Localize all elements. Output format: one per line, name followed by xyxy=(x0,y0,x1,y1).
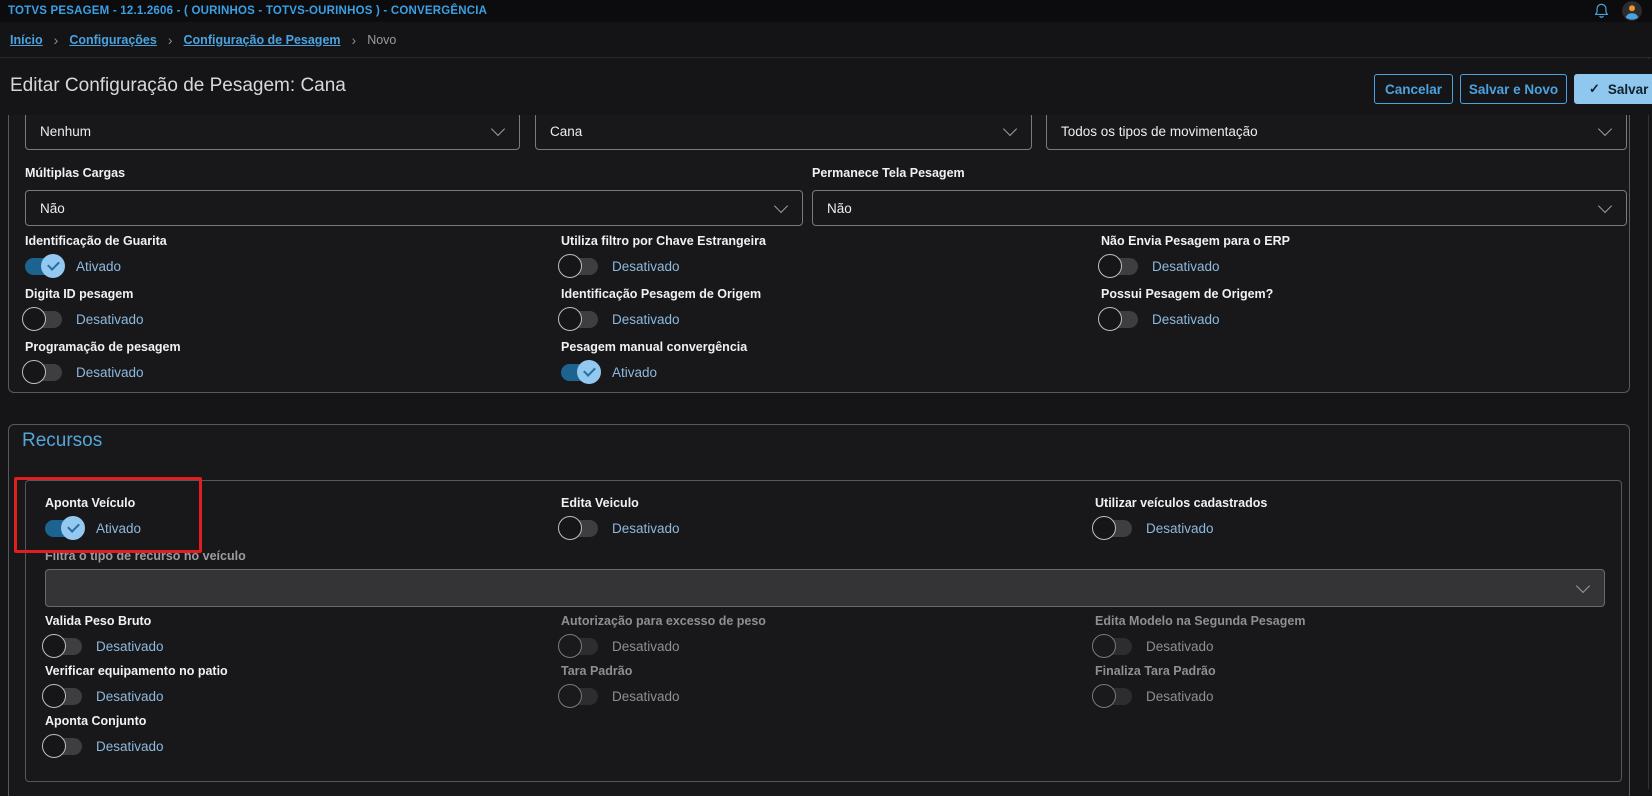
toggle-state-label: Desativado xyxy=(1146,521,1214,536)
breadcrumb-current: Novo xyxy=(367,33,396,47)
toggle-switch[interactable] xyxy=(45,738,82,755)
chevron-down-icon xyxy=(1576,579,1590,593)
toggle-state-label: Desativado xyxy=(76,365,144,380)
toggle-state-label: Ativado xyxy=(612,365,657,380)
dropdown-multiplas-cargas[interactable]: Não xyxy=(25,190,803,226)
toggle-field-programacao-de-pesagem: Programação de pesagem Desativado xyxy=(25,340,181,383)
toggle-field-tara-padrao: Tara Padrão Desativado xyxy=(561,664,680,707)
toggle-field-identificacao-de-guarita: Identificação de Guarita Ativado xyxy=(25,234,167,277)
save-and-new-button[interactable]: Salvar e Novo xyxy=(1460,74,1567,104)
toggle-field-edita-veiculo: Edita Veiculo Desativado xyxy=(561,496,680,539)
page-title: Editar Configuração de Pesagem: Cana xyxy=(10,75,346,97)
breadcrumb-separator-icon: › xyxy=(168,32,173,48)
dropdown-value: Não xyxy=(40,201,65,216)
breadcrumb-separator-icon: › xyxy=(54,32,59,48)
toggle-knob-check-icon xyxy=(41,254,65,278)
toggle-field-utilizar-veiculos-cadastrados: Utilizar veículos cadastrados Desativado xyxy=(1095,496,1267,539)
toggle-switch[interactable] xyxy=(45,688,82,705)
toggle-field-nao-envia-pesagem-erp: Não Envia Pesagem para o ERP Desativado xyxy=(1101,234,1290,277)
app-title: TOTVS PESAGEM - 12.1.2606 - ( OURINHOS -… xyxy=(8,0,487,22)
toggle-switch[interactable] xyxy=(1101,258,1138,275)
toggle-field-possui-pesagem-origem: Possui Pesagem de Origem? Desativado xyxy=(1101,287,1273,330)
dropdown-value: Não xyxy=(827,201,852,216)
save-button[interactable]: ✓ Salvar xyxy=(1574,74,1652,104)
toggle-switch[interactable] xyxy=(1101,311,1138,328)
toggle-switch xyxy=(1095,688,1132,705)
toggle-switch[interactable] xyxy=(25,258,62,275)
cancel-button[interactable]: Cancelar xyxy=(1374,74,1453,104)
toggle-switch[interactable] xyxy=(1095,520,1132,537)
toggle-field-edita-modelo-segunda-pesagem: Edita Modelo na Segunda Pesagem Desativa… xyxy=(1095,614,1305,657)
toggle-state-label: Desativado xyxy=(96,689,164,704)
dropdown-cana[interactable]: Cana xyxy=(535,112,1032,150)
recursos-inner-panel xyxy=(25,480,1622,782)
toggle-switch[interactable] xyxy=(45,520,82,537)
app-bar: TOTVS PESAGEM - 12.1.2606 - ( OURINHOS -… xyxy=(0,0,1652,22)
toggle-knob-check-icon xyxy=(577,360,601,384)
toggle-field-finaliza-tara-padrao: Finaliza Tara Padrão Desativado xyxy=(1095,664,1216,707)
toggle-state-label: Ativado xyxy=(76,259,121,274)
toggle-field-pesagem-manual-convergencia: Pesagem manual convergência Ativado xyxy=(561,340,747,383)
toggle-switch[interactable] xyxy=(25,364,62,381)
toggle-field-digita-id-pesagem: Digita ID pesagem Desativado xyxy=(25,287,144,330)
toggle-field-aponta-veiculo: Aponta Veículo Ativado xyxy=(45,496,141,539)
toggle-switch[interactable] xyxy=(45,638,82,655)
toggle-state-label: Desativado xyxy=(612,639,680,654)
toggle-field-valida-peso-bruto: Valida Peso Bruto Desativado xyxy=(45,614,164,657)
notification-bell-icon[interactable] xyxy=(1593,3,1610,20)
multiplas-cargas-label: Múltiplas Cargas xyxy=(25,166,125,180)
toggle-switch[interactable] xyxy=(561,520,598,537)
toggle-state-label: Desativado xyxy=(612,259,680,274)
toggle-field-verificar-equipamento-patio: Verificar equipamento no patio Desativad… xyxy=(45,664,228,707)
toggle-state-label: Desativado xyxy=(76,312,144,327)
toggle-state-label: Desativado xyxy=(612,689,680,704)
save-button-label: Salvar xyxy=(1608,82,1649,97)
toggle-state-label: Desativado xyxy=(612,521,680,536)
dropdown-nenhum[interactable]: Nenhum xyxy=(25,112,520,150)
dropdown-tipos-movimentacao[interactable]: Todos os tipos de movimentação xyxy=(1046,112,1627,150)
toggle-switch[interactable] xyxy=(561,311,598,328)
dropdown-filtro-recurso-veiculo[interactable] xyxy=(45,569,1605,607)
toggle-state-label: Ativado xyxy=(96,521,141,536)
breadcrumb: Início › Configurações › Configuração de… xyxy=(0,22,1652,58)
dropdown-value: Cana xyxy=(550,124,582,139)
toggle-state-label: Desativado xyxy=(96,739,164,754)
toggle-switch xyxy=(561,688,598,705)
toggle-switch[interactable] xyxy=(561,258,598,275)
toggle-switch[interactable] xyxy=(561,364,598,381)
toggle-switch xyxy=(561,638,598,655)
filtro-recurso-label: Filtra o tipo de recurso no veículo xyxy=(45,549,246,563)
toggle-knob-check-icon xyxy=(61,516,85,540)
recursos-section-title: Recursos xyxy=(22,430,102,452)
toggle-state-label: Desativado xyxy=(1146,689,1214,704)
toggle-field-identificacao-pesagem-origem: Identificação Pesagem de Origem Desativa… xyxy=(561,287,761,330)
user-avatar[interactable] xyxy=(1622,1,1642,21)
toggle-switch xyxy=(1095,638,1132,655)
chevron-down-icon xyxy=(1598,199,1612,213)
breadcrumb-link-configuracoes[interactable]: Configurações xyxy=(69,33,157,47)
toggle-state-label: Desativado xyxy=(1146,639,1214,654)
chevron-down-icon xyxy=(491,122,505,136)
chevron-down-icon xyxy=(774,199,788,213)
toggle-state-label: Desativado xyxy=(1152,312,1220,327)
check-icon: ✓ xyxy=(1589,81,1600,97)
dropdown-value: Nenhum xyxy=(40,124,91,139)
chevron-down-icon xyxy=(1598,122,1612,136)
dropdown-value: Todos os tipos de movimentação xyxy=(1061,124,1258,139)
chevron-down-icon xyxy=(1003,122,1017,136)
toggle-state-label: Desativado xyxy=(612,312,680,327)
right-edge-divider xyxy=(1648,58,1649,789)
dropdown-permanece-tela-pesagem[interactable]: Não xyxy=(812,190,1627,226)
toggle-state-label: Desativado xyxy=(1152,259,1220,274)
toggle-field-aponta-conjunto: Aponta Conjunto Desativado xyxy=(45,714,164,757)
toggle-field-utiliza-filtro-chave-estrangeira: Utiliza filtro por Chave Estrangeira Des… xyxy=(561,234,766,277)
toggle-field-autorizacao-excesso-peso: Autorização para excesso de peso Desativ… xyxy=(561,614,766,657)
breadcrumb-separator-icon: › xyxy=(352,32,357,48)
breadcrumb-link-configuracao-pesagem[interactable]: Configuração de Pesagem xyxy=(184,33,341,47)
toggle-switch[interactable] xyxy=(25,311,62,328)
toggle-state-label: Desativado xyxy=(96,639,164,654)
permanece-tela-label: Permanece Tela Pesagem xyxy=(812,166,965,180)
breadcrumb-link-inicio[interactable]: Início xyxy=(10,33,43,47)
